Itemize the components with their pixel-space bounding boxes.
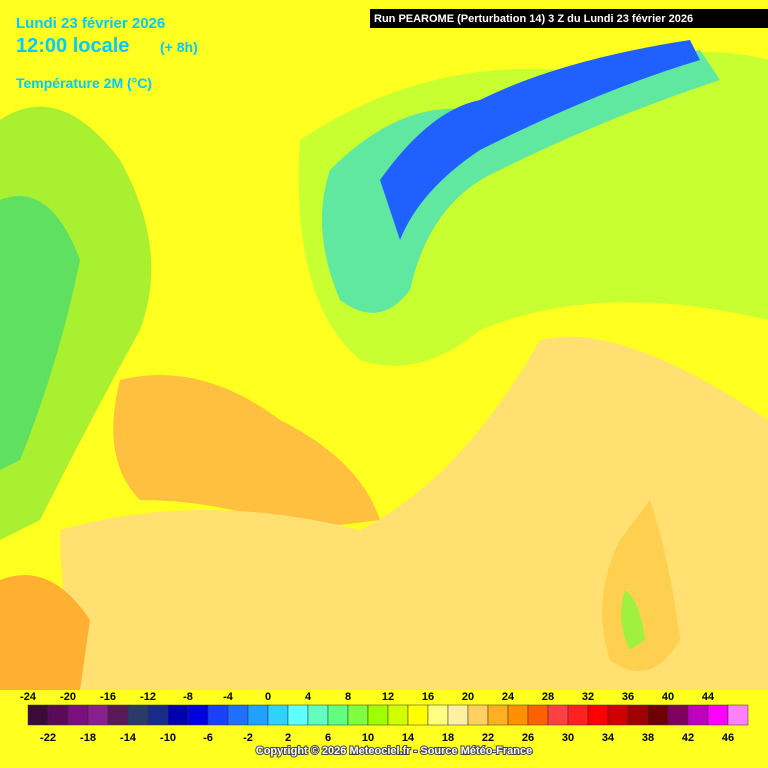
color-box: [727, 704, 749, 726]
scale-label: 26: [522, 732, 534, 744]
run-box: [370, 9, 768, 28]
scale-label: -16: [100, 691, 116, 703]
warm-south: [113, 375, 381, 530]
legend-area: [0, 690, 768, 768]
scale-label: 28: [542, 691, 554, 703]
time: 12:00 locale: [16, 35, 129, 57]
scale-label: 2: [285, 732, 291, 744]
scale-label: -18: [80, 732, 96, 744]
color-box: [167, 704, 189, 726]
color-box: [347, 704, 369, 726]
scale-label: 32: [582, 691, 594, 703]
scale-label: -22: [40, 732, 56, 744]
color-box: [647, 704, 669, 726]
scale-label: 20: [462, 691, 474, 703]
color-box: [307, 704, 329, 726]
scale-label: 44: [702, 691, 715, 703]
scale-label: 10: [362, 732, 374, 744]
scale-label: 8: [345, 691, 351, 703]
color-box: [667, 704, 689, 726]
color-box: [27, 704, 49, 726]
scale-label: -24: [20, 691, 37, 703]
scale-label: 46: [722, 732, 734, 744]
color-box: [227, 704, 249, 726]
scale-label: -4: [223, 691, 234, 703]
corsica-mountains: [621, 590, 645, 650]
color-box: [507, 704, 529, 726]
warm-spain: [0, 575, 90, 690]
scale-label: 6: [325, 732, 331, 744]
scale-label: 24: [502, 691, 515, 703]
alps-mid: [322, 50, 720, 313]
color-box: [367, 704, 389, 726]
scale-label: 14: [402, 732, 415, 744]
color-box: [47, 704, 69, 726]
color-box: [327, 704, 349, 726]
color-box: [287, 704, 309, 726]
scale-label: 16: [422, 691, 434, 703]
green-west-dark: [0, 196, 80, 470]
color-box: [107, 704, 129, 726]
scale-label: -12: [140, 691, 156, 703]
color-box: [627, 704, 649, 726]
color-box: [427, 704, 449, 726]
color-box: [87, 704, 109, 726]
copyright: Copyright © 2026 Meteociel.fr - Source M…: [256, 745, 532, 757]
alps-high: [380, 40, 700, 240]
color-box: [587, 704, 609, 726]
color-box: [607, 704, 629, 726]
color-box: [147, 704, 169, 726]
color-box: [387, 704, 409, 726]
color-box: [67, 704, 89, 726]
color-box: [187, 704, 209, 726]
color-box: [567, 704, 589, 726]
scale-label: 12: [382, 691, 394, 703]
color-box: [527, 704, 549, 726]
variable: Température 2M (°C): [16, 75, 152, 91]
color-box: [447, 704, 469, 726]
scale-label: 34: [602, 732, 615, 744]
scale-label: -8: [183, 691, 193, 703]
color-box: [467, 704, 489, 726]
scale-label: 18: [442, 732, 454, 744]
color-box: [547, 704, 569, 726]
date: Lundi 23 février 2026: [16, 15, 165, 32]
color-box: [267, 704, 289, 726]
scale-label: 30: [562, 732, 574, 744]
color-box: [127, 704, 149, 726]
offset: (+ 8h): [160, 39, 198, 55]
scale-label: 38: [642, 732, 654, 744]
corsica: [602, 500, 680, 672]
color-box: [487, 704, 509, 726]
scale-label: -20: [60, 691, 76, 703]
scale-label: 36: [622, 691, 634, 703]
color-box: [707, 704, 729, 726]
color-box: [247, 704, 269, 726]
color-box: [207, 704, 229, 726]
scale-label: 42: [682, 732, 694, 744]
scale-label: 0: [265, 691, 271, 703]
scale-label: -6: [203, 732, 213, 744]
color-box: [407, 704, 429, 726]
scale-label: -14: [120, 732, 137, 744]
scale-label: 40: [662, 691, 674, 703]
scale-label: 22: [482, 732, 494, 744]
scale-label: -2: [243, 732, 253, 744]
scale-label: -10: [160, 732, 176, 744]
color-box: [687, 704, 709, 726]
sea: [60, 336, 768, 690]
run: Run PEAROME (Perturbation 14) 3 Z du Lun…: [374, 13, 693, 25]
scale-label: 4: [305, 691, 312, 703]
